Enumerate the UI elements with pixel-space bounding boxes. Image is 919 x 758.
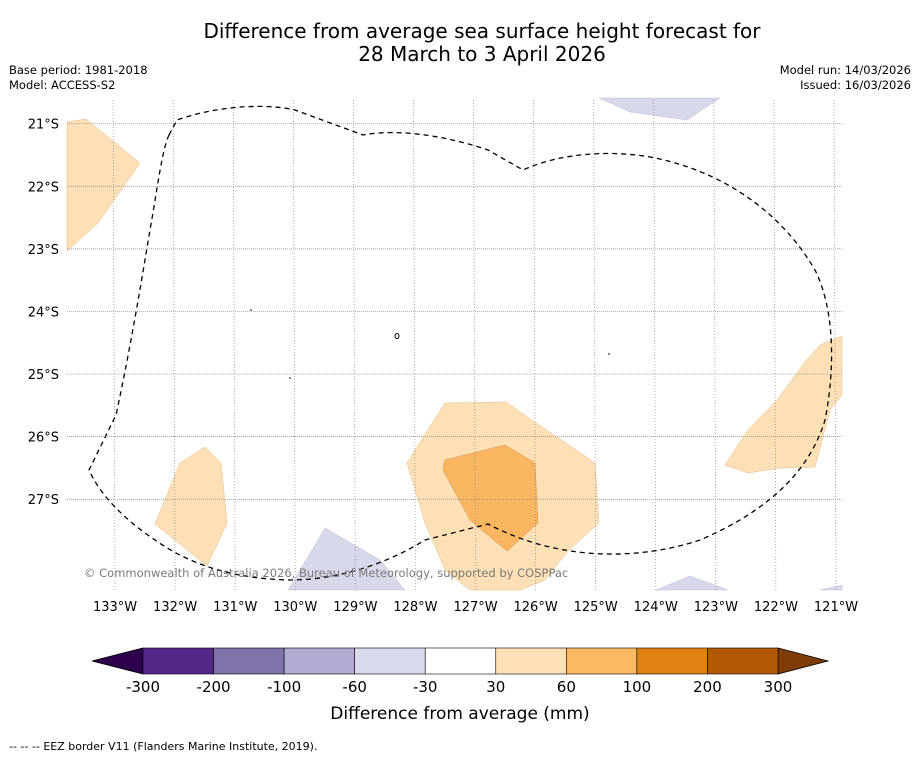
colorbar: -300 -200 -100 -60 -30 30 60 100 200 300 Differen… bbox=[91, 647, 830, 724]
lon-label: 131°W bbox=[213, 600, 257, 615]
colorbar-segment bbox=[283, 647, 355, 675]
map: 133°W 132°W 131°W 130°W 129°W 128°W 127°W 126°W… bbox=[28, 97, 858, 615]
lon-label: 133°W bbox=[93, 600, 137, 615]
colorbar-tick-label: -60 bbox=[342, 678, 367, 696]
eez-legend-dashes: -- -- -- bbox=[9, 740, 40, 753]
region-negative-60-30 bbox=[287, 527, 406, 591]
graticule: 133°W 132°W 131°W 130°W 129°W 128°W 127°W 126°W… bbox=[28, 97, 858, 615]
colorbar-label: Difference from average (mm) bbox=[330, 704, 589, 724]
lon-label: 129°W bbox=[333, 600, 377, 615]
meridian-line bbox=[833, 97, 837, 591]
meridian-line bbox=[713, 97, 717, 591]
lon-label: 121°W bbox=[814, 600, 858, 615]
lon-label: 130°W bbox=[273, 600, 317, 615]
base-period-label: Base period: 1981-2018 bbox=[9, 63, 148, 77]
region-positive-30-60 bbox=[724, 335, 843, 474]
lon-label: 122°W bbox=[754, 600, 798, 615]
colorbar-tick-label: -300 bbox=[126, 678, 160, 696]
title-line-1: Difference from average sea surface heig… bbox=[203, 19, 761, 43]
issued-label: Issued: 16/03/2026 bbox=[800, 78, 911, 92]
colorbar-tick-label: -30 bbox=[413, 678, 438, 696]
region-positive-60-100 bbox=[442, 444, 539, 552]
island bbox=[608, 353, 610, 355]
lat-label: 26°S bbox=[28, 431, 59, 446]
meridian-line bbox=[473, 97, 476, 591]
colorbar-segment bbox=[495, 647, 567, 675]
colorbar-tick-label: 300 bbox=[764, 678, 793, 696]
colorbar-segment bbox=[213, 647, 285, 675]
island bbox=[394, 333, 400, 339]
colorbar-segment bbox=[424, 647, 497, 675]
lat-label: 25°S bbox=[28, 368, 59, 383]
meridian-line bbox=[172, 97, 176, 591]
lat-label: 24°S bbox=[28, 305, 59, 320]
region-positive-30-60 bbox=[66, 118, 141, 252]
meridian-line bbox=[292, 97, 296, 591]
lon-label: 124°W bbox=[634, 600, 678, 615]
region-negative-60-30 bbox=[819, 584, 843, 591]
colorbar-segment bbox=[636, 647, 708, 675]
meridian-line bbox=[533, 97, 536, 591]
colorbar-tick-label: 100 bbox=[623, 678, 652, 696]
footnote: -- -- -- EEZ border V11 (Flanders Marine… bbox=[9, 740, 317, 753]
lon-label: 126°W bbox=[514, 600, 558, 615]
lon-label: 123°W bbox=[694, 600, 738, 615]
colorbar-tick-label: 60 bbox=[557, 678, 576, 696]
colorbar-tick-label: -200 bbox=[197, 678, 231, 696]
region-negative-60-30 bbox=[598, 97, 721, 121]
lon-label: 125°W bbox=[574, 600, 618, 615]
eez-legend-text: EEZ border V11 (Flanders Marine Institut… bbox=[43, 740, 318, 753]
lon-label: 132°W bbox=[153, 600, 197, 615]
islands bbox=[250, 309, 610, 379]
colorbar-tick-label: -100 bbox=[267, 678, 301, 696]
meridian-line bbox=[773, 97, 777, 591]
colorbar-segment bbox=[566, 647, 638, 675]
colorbar-segments bbox=[91, 647, 830, 675]
region-negative-60-30 bbox=[655, 575, 729, 591]
meridian-line bbox=[232, 97, 236, 591]
meridian-line bbox=[413, 97, 416, 591]
lat-label: 27°S bbox=[28, 493, 59, 508]
colorbar-ticks: -300 -200 -100 -60 -30 30 60 100 200 300 bbox=[126, 678, 792, 696]
model-run-label: Model run: 14/03/2026 bbox=[779, 63, 911, 77]
eez-border bbox=[88, 105, 833, 581]
lat-label: 21°S bbox=[28, 118, 59, 133]
colorbar-tick-label: 200 bbox=[693, 678, 722, 696]
region-positive-30-60 bbox=[154, 446, 228, 567]
copyright-text: © Commonwealth of Australia 2026, Bureau… bbox=[84, 566, 568, 580]
model-label: Model: ACCESS-S2 bbox=[9, 78, 116, 92]
lat-label: 23°S bbox=[28, 243, 59, 258]
meridian-line bbox=[112, 97, 116, 591]
meridian-line bbox=[353, 97, 356, 591]
colorbar-segment bbox=[707, 647, 779, 675]
lon-label: 128°W bbox=[393, 600, 437, 615]
lat-label: 22°S bbox=[28, 180, 59, 195]
colorbar-extend-low bbox=[91, 647, 144, 675]
island bbox=[250, 309, 252, 311]
colorbar-segment bbox=[142, 647, 214, 675]
title-line-2: 28 March to 3 April 2026 bbox=[358, 42, 606, 66]
meridian-line bbox=[593, 97, 597, 591]
meridian-line bbox=[653, 97, 657, 591]
colorbar-tick-label: 30 bbox=[486, 678, 505, 696]
island bbox=[289, 377, 291, 379]
colorbar-segment bbox=[354, 647, 426, 675]
colorbar-extend-high bbox=[777, 647, 830, 675]
anomaly-regions bbox=[66, 97, 843, 591]
lon-label: 127°W bbox=[453, 600, 497, 615]
